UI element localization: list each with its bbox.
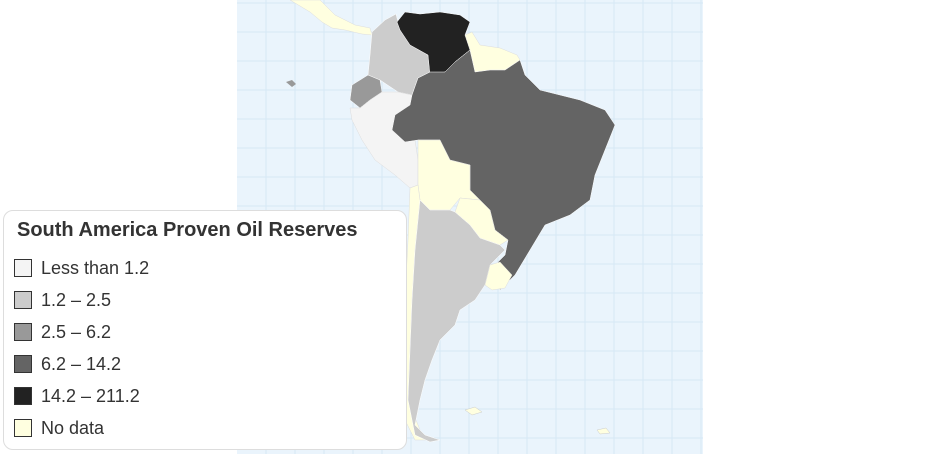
legend-item: No data	[14, 417, 104, 439]
legend-swatch	[14, 387, 32, 405]
legend-item: 6.2 – 14.2	[14, 353, 121, 375]
legend-item: 2.5 – 6.2	[14, 321, 111, 343]
legend-swatch	[14, 355, 32, 373]
legend-label: 2.5 – 6.2	[41, 321, 112, 342]
legend-title: South America Proven Oil Reserves	[17, 219, 358, 241]
south-georgia	[596, 427, 611, 435]
legend-label: 6.2 – 14.2	[41, 353, 122, 374]
legend-label: 14.2 – 211.2	[41, 385, 140, 406]
country-central-america[interactable]	[289, 0, 373, 36]
legend-label: No data	[41, 417, 105, 438]
galapagos	[286, 80, 296, 87]
legend-swatch	[14, 323, 32, 341]
legend-swatch	[14, 259, 32, 277]
country-uruguay[interactable]	[484, 261, 513, 291]
legend: South America Proven Oil Reserves Less t…	[3, 210, 407, 450]
legend-swatch	[14, 419, 32, 437]
legend-item: Less than 1.2	[14, 257, 149, 279]
country-argentina[interactable]	[407, 199, 506, 443]
legend-item: 1.2 – 2.5	[14, 289, 111, 311]
legend-label: 1.2 – 2.5	[41, 289, 112, 310]
legend-label: Less than 1.2	[41, 257, 150, 278]
legend-swatch	[14, 291, 32, 309]
legend-item: 14.2 – 211.2	[14, 385, 140, 407]
falklands	[464, 406, 483, 416]
